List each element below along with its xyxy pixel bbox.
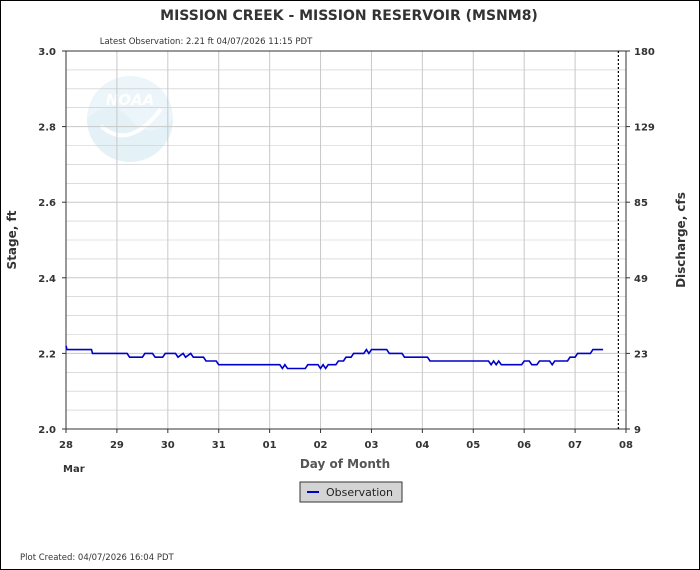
- legend-label-observation: Observation: [326, 486, 393, 499]
- x-tick-label: 03: [364, 440, 378, 451]
- latest-observation-label: Latest Observation: 2.21 ft 04/07/2026 1…: [100, 37, 313, 47]
- y2-tick-label: 180: [634, 47, 655, 58]
- noaa-logo-watermark: NOAA: [87, 76, 173, 162]
- x-tick-label: 06: [517, 440, 531, 451]
- x-tick-label: 28: [59, 440, 73, 451]
- y-tick-label: 2.0: [38, 425, 56, 436]
- y2-tick-label: 85: [634, 198, 648, 209]
- y-tick-label: 2.8: [38, 123, 56, 134]
- y2-axis-ticks: 9 23 49 85 129 180: [626, 47, 655, 436]
- grid-lines: [66, 51, 626, 429]
- observation-series-line: [65, 345, 604, 370]
- noaa-logo-text: NOAA: [106, 91, 155, 109]
- y-tick-label: 2.2: [38, 349, 56, 360]
- y-tick-label: 3.0: [38, 47, 56, 58]
- x-month-label: Mar: [63, 464, 85, 475]
- y2-axis-label: Discharge, cfs: [674, 192, 688, 288]
- y2-tick-label: 9: [634, 425, 641, 436]
- y2-tick-label: 49: [634, 274, 648, 285]
- x-tick-label: 02: [314, 440, 328, 451]
- x-tick-label: 30: [161, 440, 175, 451]
- plot-created-label: Plot Created: 04/07/2026 16:04 PDT: [20, 553, 174, 563]
- x-tick-label: 07: [568, 440, 582, 451]
- plot-area-border: [65, 50, 627, 430]
- x-tick-label: 04: [415, 440, 429, 451]
- x-tick-label: 01: [263, 440, 277, 451]
- y-tick-label: 2.6: [38, 198, 56, 209]
- y2-tick-label: 129: [634, 123, 655, 134]
- x-axis-label: Day of Month: [300, 457, 390, 471]
- chart-title: MISSION CREEK - MISSION RESERVOIR (MSNM8…: [160, 8, 538, 24]
- y2-tick-label: 23: [634, 349, 648, 360]
- x-tick-label: 08: [619, 440, 633, 451]
- x-tick-label: 29: [110, 440, 124, 451]
- legend-box: [299, 481, 403, 503]
- x-axis-ticks: 28 29 30 31 01 02 03 04 05 06 07 08: [59, 429, 633, 451]
- x-tick-label: 05: [466, 440, 480, 451]
- legend: Observation: [299, 481, 403, 503]
- y-tick-label: 2.4: [38, 274, 56, 285]
- y-axis-label: Stage, ft: [5, 210, 19, 269]
- y-axis-ticks: 2.0 2.2 2.4 2.6 2.8 3.0: [38, 47, 66, 436]
- x-tick-label: 31: [212, 440, 226, 451]
